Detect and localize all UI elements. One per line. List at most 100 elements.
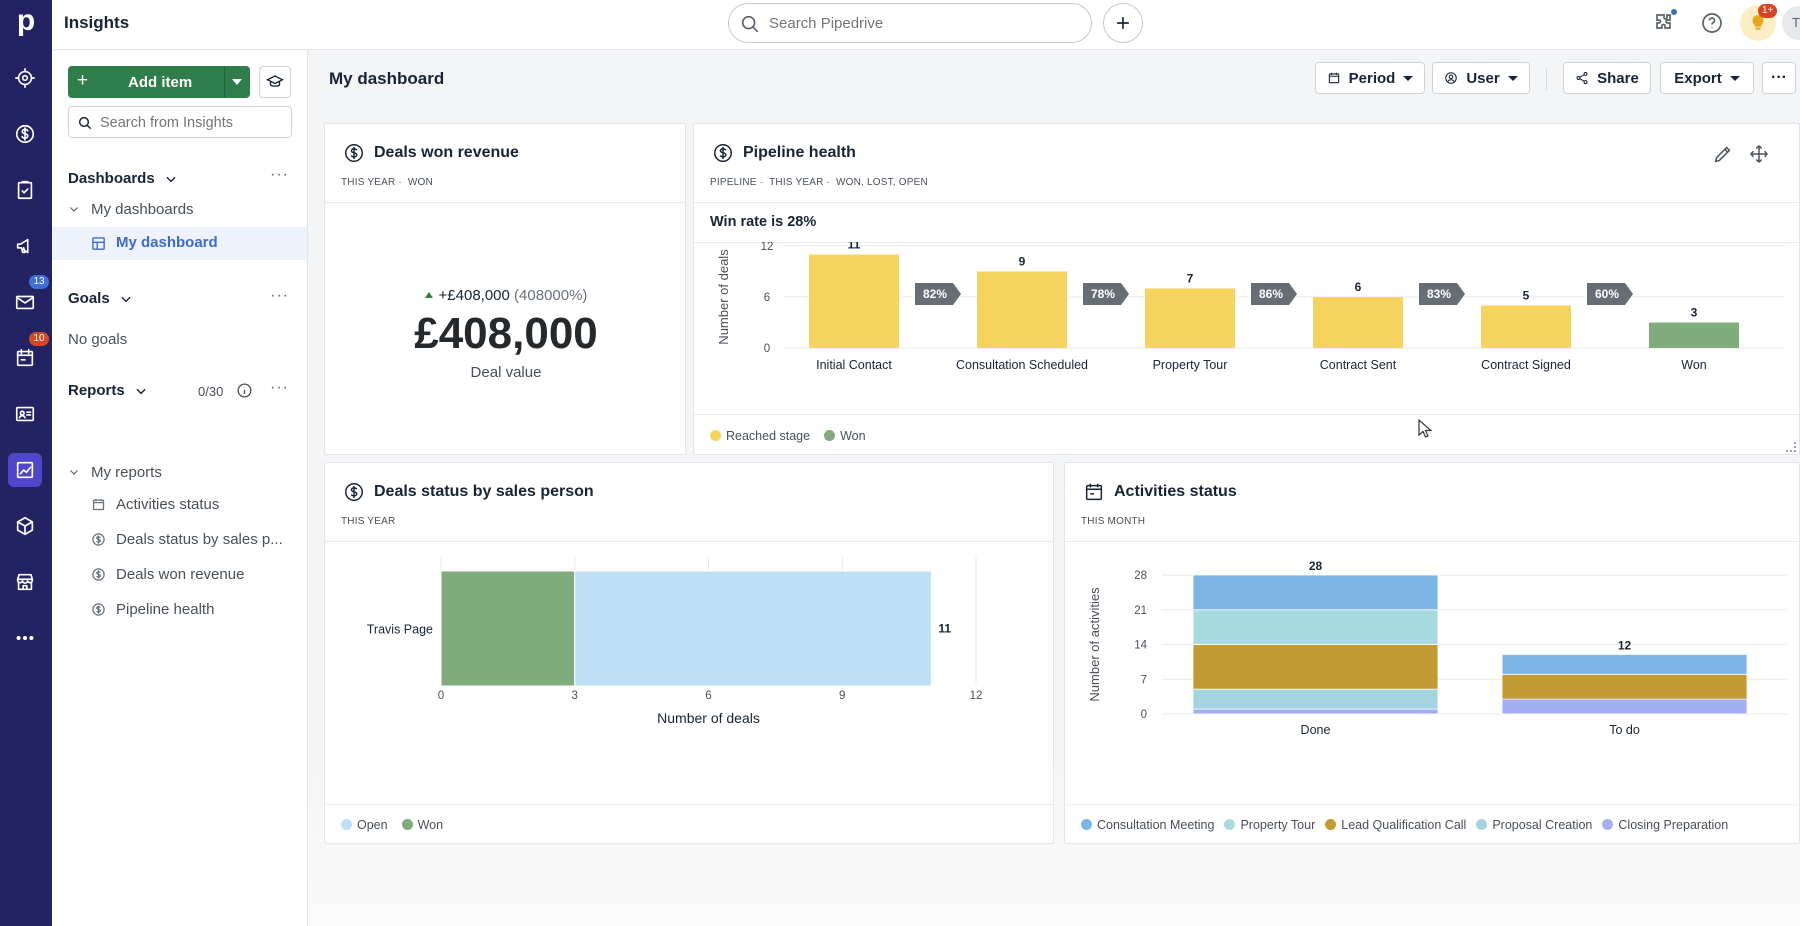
card-title: Activities status bbox=[1083, 481, 1237, 503]
resize-handle[interactable] bbox=[1786, 442, 1796, 452]
insights-search-input[interactable] bbox=[100, 114, 285, 132]
leads-icon[interactable] bbox=[8, 61, 42, 95]
dashboards-label: Dashboards bbox=[68, 170, 155, 187]
my-dashboard-item[interactable] bbox=[52, 227, 307, 260]
dashboard-area: My dashboard Period User Share Export ··… bbox=[308, 50, 1800, 926]
deal-icon bbox=[92, 603, 105, 616]
legend-label: Won bbox=[840, 429, 866, 443]
chevron-down-icon bbox=[1729, 75, 1740, 81]
chevron-down-icon[interactable] bbox=[68, 466, 80, 478]
filter-status: WON bbox=[407, 177, 433, 188]
my-dashboards-folder[interactable]: My dashboards bbox=[91, 201, 194, 218]
filter-pipeline: PIPELINE bbox=[710, 177, 757, 188]
card-divider bbox=[694, 202, 1799, 203]
contacts-icon[interactable] bbox=[8, 397, 42, 431]
more-icon[interactable] bbox=[8, 621, 42, 655]
more-icon: ··· bbox=[1771, 69, 1787, 86]
x-tick-label: Contract Sent bbox=[1320, 358, 1397, 372]
legend-item-won[interactable]: Won bbox=[401, 818, 443, 832]
card-title-text: Activities status bbox=[1114, 483, 1237, 500]
legend-item-consultation[interactable]: Consultation Meeting bbox=[1081, 818, 1214, 832]
extensions-dot bbox=[1671, 9, 1677, 15]
chart-legend: Reached stage Won bbox=[710, 429, 866, 443]
pipeline-health-card[interactable]: Pipeline health PIPELINE · THIS YEAR · W… bbox=[693, 123, 1800, 455]
y-tick-label: 6 bbox=[764, 292, 770, 304]
my-reports-folder[interactable]: My reports bbox=[91, 464, 162, 481]
bar-segment-closing-preparation bbox=[1501, 698, 1748, 715]
quick-add-button[interactable] bbox=[1103, 3, 1143, 43]
report-item-deals-won-revenue[interactable]: Deals won revenue bbox=[116, 566, 245, 583]
legend-item-reached[interactable]: Reached stage bbox=[710, 429, 810, 443]
user-filter-button[interactable]: User bbox=[1432, 62, 1530, 94]
chevron-down-icon[interactable] bbox=[68, 203, 80, 215]
deal-icon bbox=[345, 144, 363, 162]
period-filter-button[interactable]: Period bbox=[1315, 62, 1425, 94]
calendar-icon[interactable] bbox=[8, 341, 42, 375]
activities-status-card[interactable]: Activities status THIS MONTH Number of a… bbox=[1064, 462, 1800, 844]
more-options-button[interactable]: ··· bbox=[1762, 62, 1796, 94]
global-search[interactable] bbox=[728, 3, 1092, 43]
deals-won-revenue-card[interactable]: Deals won revenue THIS YEAR · WON +£408,… bbox=[324, 123, 686, 455]
data-label: 5 bbox=[1523, 289, 1530, 303]
insights-icon[interactable] bbox=[8, 453, 42, 487]
notification-badge: 1+ bbox=[1758, 4, 1778, 18]
dashboard-icon bbox=[92, 237, 105, 250]
legend-item-won[interactable]: Won bbox=[824, 429, 866, 443]
add-item-button[interactable]: + Add item bbox=[68, 66, 250, 98]
marketplace-icon[interactable] bbox=[8, 565, 42, 599]
legend-item-lead-qualification[interactable]: Lead Qualification Call bbox=[1325, 818, 1466, 832]
export-button[interactable]: Export bbox=[1660, 62, 1754, 94]
legend-item-open[interactable]: Open bbox=[341, 818, 388, 832]
activities-icon[interactable] bbox=[8, 173, 42, 207]
deals-icon[interactable] bbox=[8, 117, 42, 151]
legend-item-proposal[interactable]: Proposal Creation bbox=[1476, 818, 1592, 832]
mail-icon[interactable] bbox=[8, 285, 42, 319]
learn-button[interactable] bbox=[259, 66, 291, 98]
move-icon[interactable] bbox=[1748, 143, 1770, 165]
data-label: 7 bbox=[1187, 272, 1194, 286]
products-icon[interactable] bbox=[8, 509, 42, 543]
add-item-divider bbox=[224, 66, 225, 98]
y-axis-label: Number of deals bbox=[716, 249, 731, 345]
reports-menu-icon[interactable]: ··· bbox=[270, 379, 289, 396]
top-bar: Insights 1+ TP bbox=[52, 0, 1800, 50]
deals-status-card[interactable]: Deals status by sales person THIS YEAR 0… bbox=[324, 462, 1054, 844]
card-filters: THIS YEAR · WON bbox=[341, 177, 433, 188]
avatar[interactable]: TP bbox=[1782, 6, 1800, 40]
deal-icon bbox=[345, 483, 363, 501]
insights-search[interactable] bbox=[68, 106, 292, 138]
report-item-activities-status[interactable]: Activities status bbox=[116, 496, 220, 513]
chevron-down-icon[interactable] bbox=[232, 79, 242, 85]
card-divider bbox=[1065, 804, 1799, 805]
edit-icon[interactable] bbox=[1712, 143, 1734, 165]
calendar-icon bbox=[92, 498, 105, 511]
reports-count: 0/30 bbox=[198, 384, 224, 399]
extensions-icon[interactable] bbox=[1652, 11, 1676, 35]
dashboards-header[interactable]: Dashboards bbox=[68, 170, 178, 187]
share-button[interactable]: Share bbox=[1563, 62, 1651, 94]
report-item-pipeline-health[interactable]: Pipeline health bbox=[116, 601, 215, 618]
chevron-down-icon bbox=[136, 388, 146, 394]
legend-item-property-tour[interactable]: Property Tour bbox=[1224, 818, 1315, 832]
insights-sidebar: + Add item Dashboards ··· My dashboards … bbox=[52, 50, 308, 926]
chart-legend: Open Won bbox=[341, 818, 443, 832]
campaigns-icon[interactable] bbox=[8, 229, 42, 263]
my-dashboard-label: My dashboard bbox=[116, 234, 218, 251]
chevron-down-icon bbox=[121, 296, 131, 302]
dashboards-menu-icon[interactable]: ··· bbox=[270, 166, 289, 183]
goals-menu-icon[interactable]: ··· bbox=[270, 287, 289, 304]
x-tick-label: Contract Signed bbox=[1481, 358, 1571, 372]
global-search-input[interactable] bbox=[769, 13, 1069, 33]
info-icon[interactable] bbox=[236, 382, 253, 399]
deal-icon bbox=[92, 533, 105, 546]
help-icon[interactable] bbox=[1700, 11, 1724, 35]
pipedrive-logo[interactable]: p bbox=[16, 4, 36, 37]
report-item-deals-status[interactable]: Deals status by sales p... bbox=[116, 531, 283, 548]
filter-period: THIS YEAR bbox=[769, 177, 824, 188]
goals-header[interactable]: Goals bbox=[68, 290, 133, 307]
reports-header[interactable]: Reports bbox=[68, 382, 148, 399]
legend-item-closing[interactable]: Closing Preparation bbox=[1602, 818, 1728, 832]
x-tick-label: To do bbox=[1609, 723, 1640, 737]
conversion-label: 86% bbox=[1259, 287, 1283, 301]
toolbar-divider bbox=[1546, 68, 1547, 90]
